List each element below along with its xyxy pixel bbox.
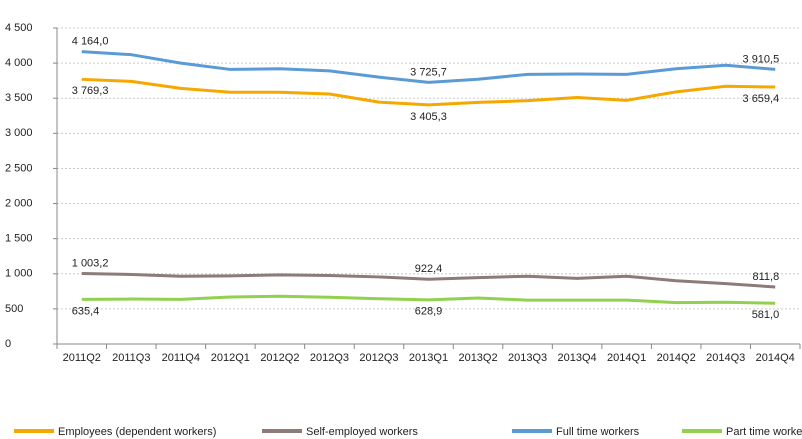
x-tick-label: 2014Q4 (756, 352, 795, 364)
x-tick-label: 2011Q4 (162, 352, 200, 364)
y-tick-label: 4 000 (5, 57, 33, 69)
series-line (81, 272, 776, 289)
data-label: 811,8 (753, 271, 780, 283)
data-label: 3 769,3 (72, 85, 109, 97)
y-tick-label: 2 000 (5, 197, 33, 209)
series-line (81, 50, 776, 84)
y-tick-label: 3 500 (5, 92, 33, 104)
y-tick-label: 500 (5, 303, 23, 315)
x-tick-label: 2013Q4 (558, 352, 597, 364)
legend-label: Self-employed workers (306, 426, 418, 438)
x-tick-label: 2014Q2 (657, 352, 696, 364)
data-label: 581,0 (752, 309, 780, 321)
x-tick-label: 2011Q3 (112, 352, 150, 364)
y-tick-label: 4 500 (5, 22, 33, 34)
series-line (81, 77, 776, 107)
data-label: 628,9 (415, 306, 443, 318)
x-tick-label: 2012Q1 (211, 352, 250, 364)
x-tick-label: 2011Q2 (63, 352, 101, 364)
x-tick-label: 2013Q1 (409, 352, 448, 364)
data-label: 3 725,7 (410, 66, 447, 78)
x-tick-label: 2013Q2 (458, 352, 497, 364)
data-label: 3 910,5 (743, 53, 780, 65)
data-label: 3 405,3 (410, 111, 447, 123)
series-line (81, 294, 776, 305)
legend-label: Part time workers (726, 426, 802, 438)
data-label: 1 003,2 (72, 257, 109, 269)
y-tick-label: 3 000 (5, 127, 33, 139)
legend-label: Full time workers (556, 426, 640, 438)
x-tick-label: 2012Q3 (310, 352, 349, 364)
data-label: 922,4 (415, 263, 443, 275)
x-tick-label: 2013Q3 (508, 352, 547, 364)
data-label: 635,4 (72, 305, 100, 317)
data-label: 3 659,4 (743, 93, 780, 105)
y-tick-label: 2 500 (5, 162, 33, 174)
x-tick-label: 2012Q2 (260, 352, 299, 364)
y-tick-label: 1 500 (5, 233, 33, 245)
data-label: 4 164,0 (72, 36, 109, 48)
legend-label: Employees (dependent workers) (58, 426, 216, 438)
y-tick-label: 0 (5, 338, 11, 350)
x-tick-label: 2014Q3 (706, 352, 745, 364)
y-tick-label: 1 000 (5, 268, 33, 280)
x-tick-label: 2014Q1 (607, 352, 646, 364)
x-tick-label: 2012Q3 (359, 352, 398, 364)
